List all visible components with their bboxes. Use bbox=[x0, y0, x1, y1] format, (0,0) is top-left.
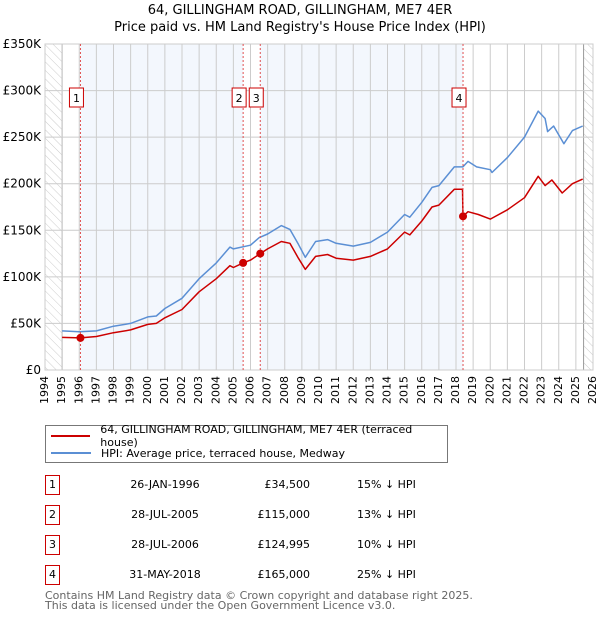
transaction-price: £34,500 bbox=[264, 478, 311, 491]
x-tick-label: 2017 bbox=[432, 376, 445, 404]
no-data-region-right bbox=[583, 44, 593, 370]
sale-point bbox=[459, 212, 468, 221]
transaction-number: 1 bbox=[45, 475, 60, 495]
sale-point bbox=[76, 333, 85, 342]
x-tick-label: 2003 bbox=[192, 376, 205, 404]
x-tick-label: 2013 bbox=[363, 376, 376, 404]
y-tick-label: £0 bbox=[26, 363, 41, 377]
x-tick-label: 2024 bbox=[552, 376, 565, 404]
transaction-row: 4 31-MAY-2018 £165,000 25% ↓ HPI bbox=[45, 565, 465, 585]
transaction-date: 28-JUL-2005 bbox=[131, 508, 199, 521]
x-tick-label: 2014 bbox=[381, 376, 394, 404]
transaction-row: 1 26-JAN-1996 £34,500 15% ↓ HPI bbox=[45, 475, 465, 495]
x-tick-label: 2010 bbox=[312, 376, 325, 404]
transaction-row: 2 28-JUL-2005 £115,000 13% ↓ HPI bbox=[45, 505, 465, 525]
y-tick-label: £50K bbox=[10, 316, 42, 330]
legend-swatch-property bbox=[51, 435, 91, 437]
transaction-hpi-diff: 13% ↓ HPI bbox=[357, 508, 416, 521]
sale-label-box bbox=[451, 87, 467, 108]
x-tick-label: 2009 bbox=[295, 376, 308, 404]
legend-item-hpi: HPI: Average price, terraced house, Medw… bbox=[51, 445, 345, 461]
y-tick-label: £250K bbox=[3, 130, 43, 144]
footer-copyright: Contains HM Land Registry data © Crown c… bbox=[45, 589, 473, 602]
legend-swatch-hpi bbox=[51, 452, 91, 454]
x-tick-label: 2025 bbox=[569, 376, 582, 404]
x-tick-label: 2020 bbox=[483, 376, 496, 404]
x-tick-label: 2022 bbox=[518, 376, 531, 404]
sale-label-box bbox=[231, 87, 247, 108]
transaction-price: £165,000 bbox=[257, 568, 311, 581]
transaction-hpi-diff: 15% ↓ HPI bbox=[357, 478, 416, 491]
y-tick-label: £200K bbox=[3, 177, 43, 191]
transaction-date: 26-JAN-1996 bbox=[130, 478, 200, 491]
sale-label-box bbox=[68, 87, 84, 108]
x-tick-label: 2007 bbox=[261, 376, 274, 404]
sale-point bbox=[239, 258, 248, 267]
x-tick-label: 2026 bbox=[586, 376, 599, 404]
sale-label: 3 bbox=[253, 92, 260, 105]
x-tick-label: 2023 bbox=[535, 376, 548, 404]
transaction-price: £124,995 bbox=[257, 538, 311, 551]
x-tick-label: 2008 bbox=[278, 376, 291, 404]
sale-point bbox=[256, 249, 265, 258]
x-tick-label: 2016 bbox=[415, 376, 428, 404]
x-tick-label: 2015 bbox=[398, 376, 411, 404]
x-tick-label: 2006 bbox=[244, 376, 257, 404]
legend: 64, GILLINGHAM ROAD, GILLINGHAM, ME7 4ER… bbox=[45, 423, 448, 463]
x-tick-label: 2021 bbox=[500, 376, 513, 404]
price-chart: 1994 1995 1996 1997 1998 1999 2000 2001 2002 2003… bbox=[3, 37, 599, 404]
x-tick-label: 1995 bbox=[55, 376, 68, 404]
transaction-date: 28-JUL-2006 bbox=[131, 538, 199, 551]
transaction-price: £115,000 bbox=[257, 508, 311, 521]
legend-label-property: 64, GILLINGHAM ROAD, GILLINGHAM, ME7 4ER… bbox=[100, 423, 413, 449]
y-tick-label: £150K bbox=[3, 223, 43, 237]
transaction-hpi-diff: 10% ↓ HPI bbox=[357, 538, 416, 551]
x-tick-label: 1996 bbox=[72, 376, 85, 404]
shaded-band bbox=[80, 44, 244, 370]
chart-subtitle: Price paid vs. HM Land Registry's House … bbox=[114, 20, 486, 35]
transaction-row: 3 28-JUL-2006 £124,995 10% ↓ HPI bbox=[45, 535, 465, 555]
transaction-date: 31-MAY-2018 bbox=[129, 568, 201, 581]
series-line bbox=[62, 110, 584, 333]
x-tick-label: 1994 bbox=[38, 376, 51, 404]
x-tick-label: 2001 bbox=[158, 376, 171, 404]
y-tick-label: £100K bbox=[3, 270, 43, 284]
footer: Contains HM Land Registry data © Crown c… bbox=[45, 589, 473, 612]
transaction-hpi-diff: 25% ↓ HPI bbox=[357, 568, 416, 581]
no-data-region-left bbox=[45, 44, 63, 370]
y-tick-label: £300K bbox=[3, 84, 43, 98]
sale-label: 2 bbox=[236, 92, 243, 105]
sale-label: 1 bbox=[73, 92, 80, 105]
transaction-number: 4 bbox=[45, 565, 60, 585]
x-tick-label: 2000 bbox=[141, 376, 154, 404]
x-tick-label: 2018 bbox=[449, 376, 462, 404]
x-tick-label: 2012 bbox=[346, 376, 359, 404]
x-tick-label: 2019 bbox=[466, 376, 479, 404]
plot-frame bbox=[44, 43, 594, 371]
sale-label-box bbox=[248, 87, 264, 108]
x-tick-label: 1998 bbox=[107, 376, 120, 404]
shaded-band bbox=[260, 44, 464, 370]
transaction-number: 3 bbox=[45, 535, 60, 555]
series-line bbox=[62, 175, 584, 339]
sale-label: 4 bbox=[456, 92, 463, 105]
y-tick-label: £350K bbox=[3, 37, 43, 51]
x-tick-label: 1997 bbox=[89, 376, 102, 404]
legend-label-hpi: HPI: Average price, terraced house, Medw… bbox=[101, 446, 346, 460]
x-tick-label: 2002 bbox=[175, 376, 188, 404]
footer-licence: This data is licensed under the Open Gov… bbox=[45, 599, 396, 612]
x-tick-label: 1999 bbox=[124, 376, 137, 404]
x-tick-label: 2005 bbox=[226, 376, 239, 404]
x-tick-label: 2004 bbox=[209, 376, 222, 404]
legend-item-property: 64, GILLINGHAM ROAD, GILLINGHAM, ME7 4ER… bbox=[51, 423, 447, 449]
chart-title: 64, GILLINGHAM ROAD, GILLINGHAM, ME7 4ER bbox=[147, 3, 453, 18]
transaction-number: 2 bbox=[45, 505, 60, 525]
x-tick-label: 2011 bbox=[329, 376, 342, 404]
